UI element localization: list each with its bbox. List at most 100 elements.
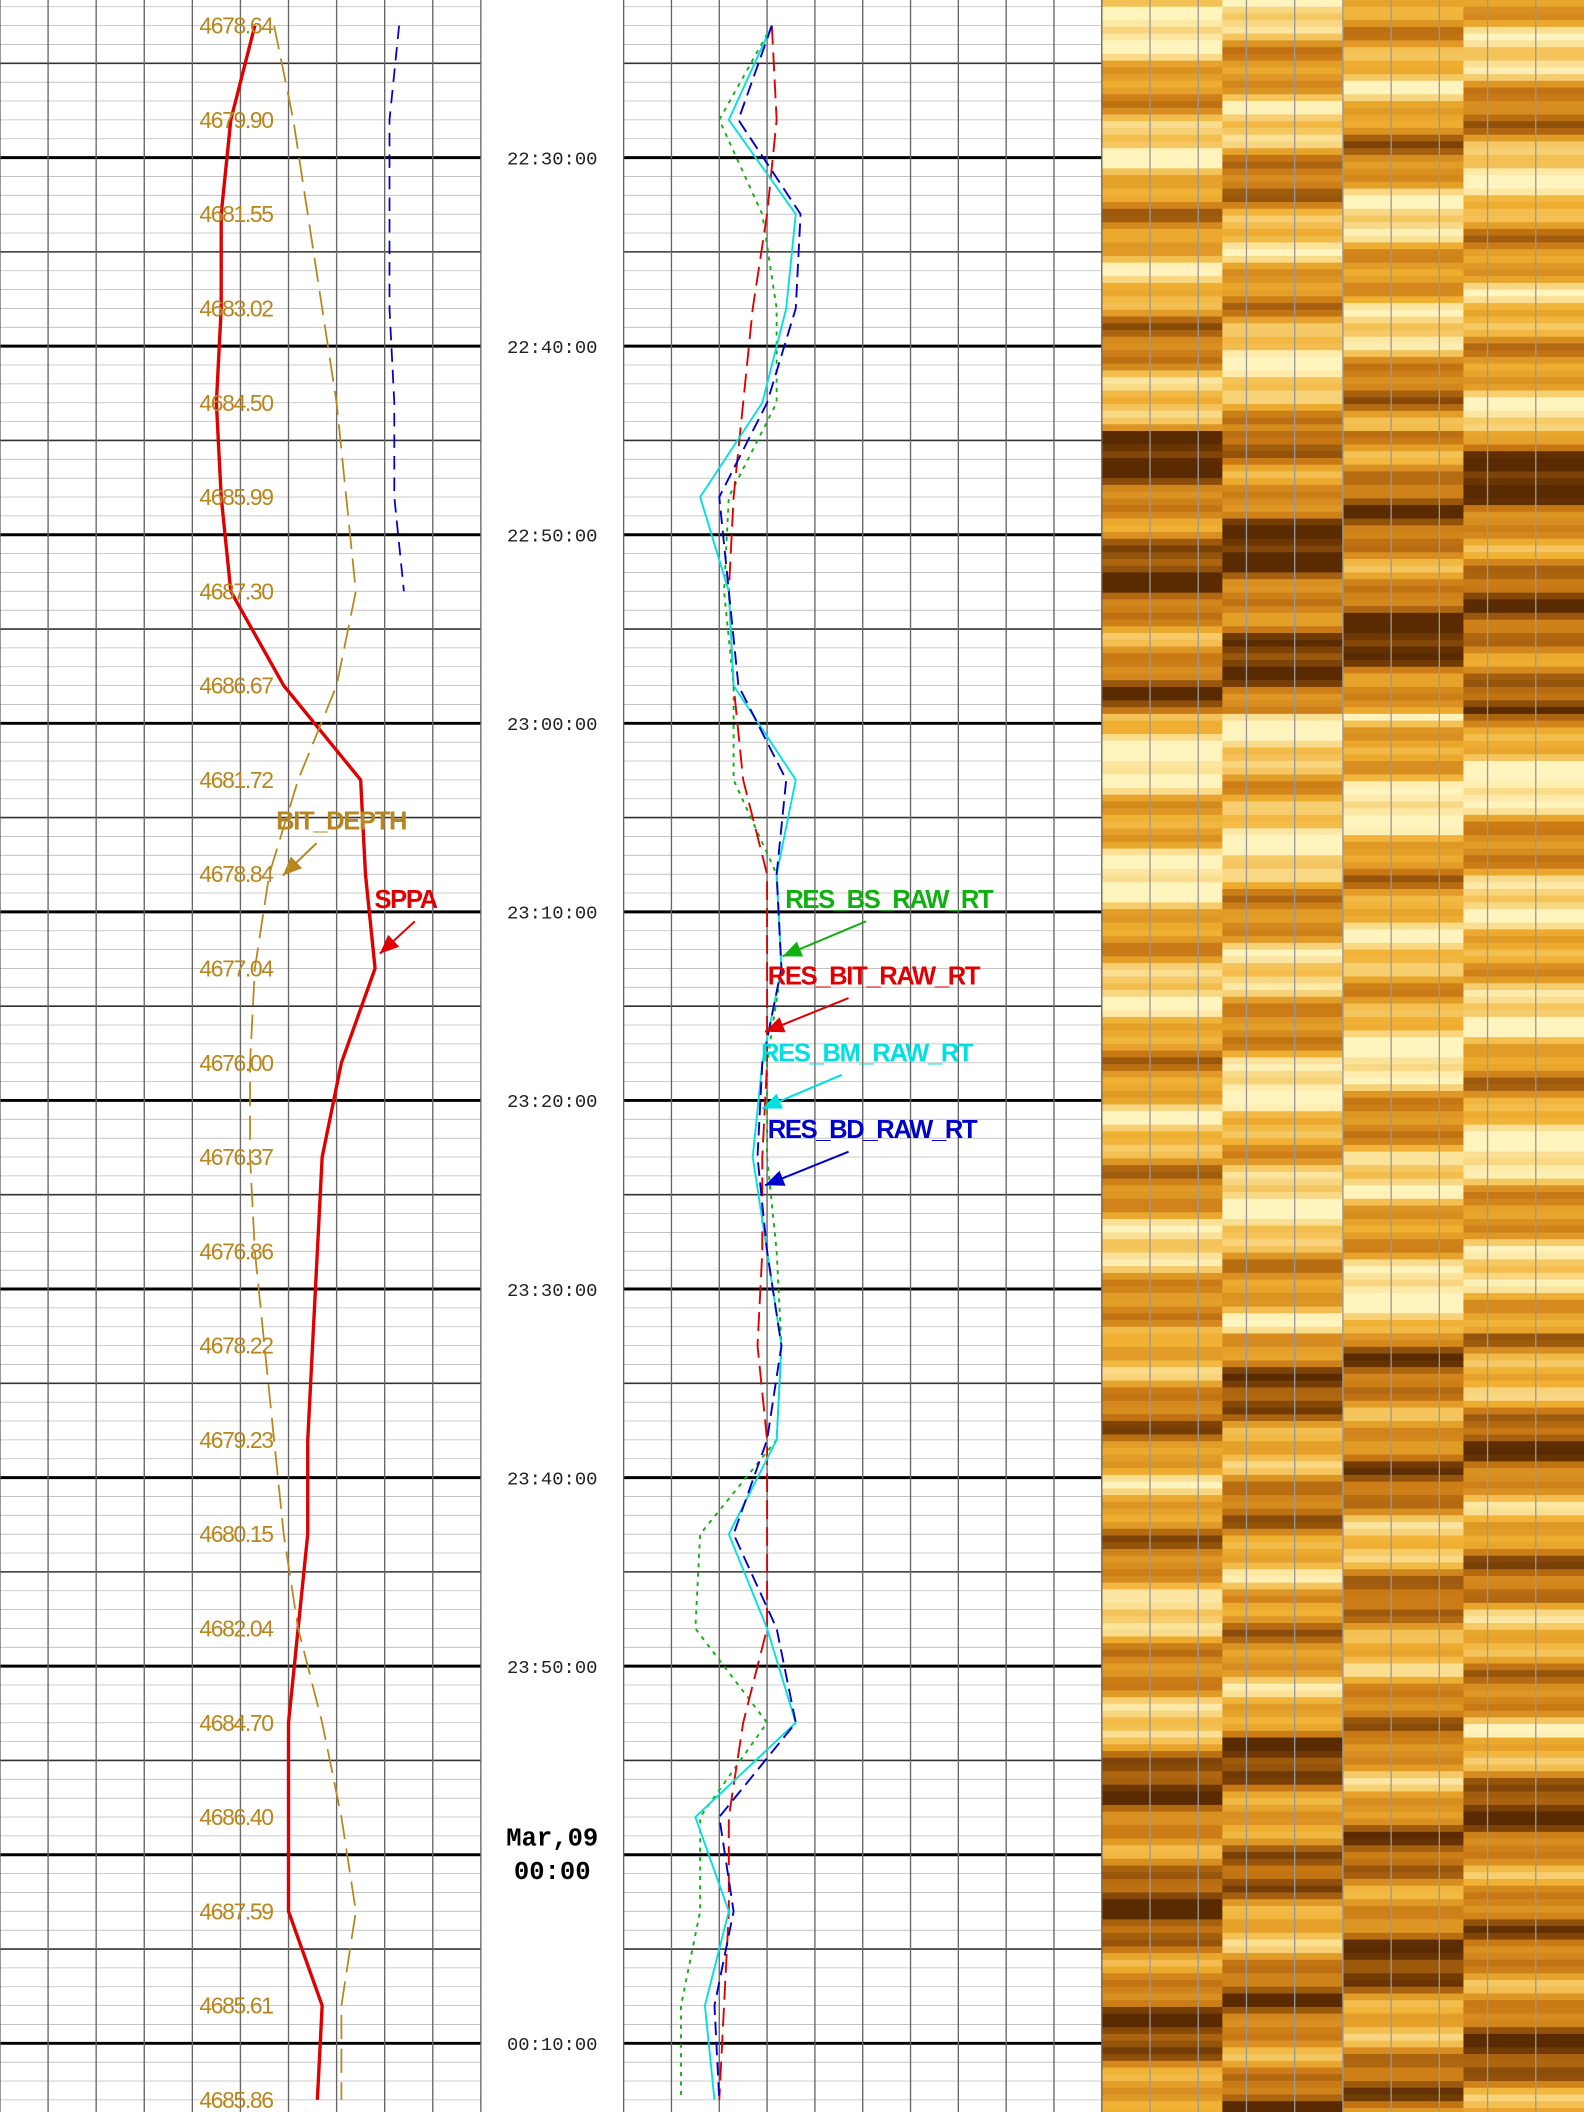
arrow-head bbox=[282, 856, 303, 876]
image-band bbox=[1101, 1953, 1224, 1961]
image-band bbox=[1222, 1279, 1344, 1287]
image-band bbox=[1222, 922, 1344, 931]
image-band bbox=[1101, 1623, 1224, 1631]
image-band bbox=[1101, 1562, 1224, 1570]
image-band bbox=[1222, 882, 1344, 890]
image-band bbox=[1342, 363, 1465, 372]
image-band bbox=[1342, 1138, 1465, 1146]
image-band bbox=[1101, 814, 1224, 823]
image-band bbox=[1222, 727, 1344, 735]
image-band bbox=[1463, 1575, 1584, 1584]
image-band bbox=[1342, 1212, 1465, 1220]
image-band bbox=[1342, 1117, 1465, 1126]
image-band bbox=[1342, 1650, 1465, 1658]
image-band bbox=[1101, 1912, 1224, 1921]
image-band bbox=[1101, 2087, 1224, 2096]
image-band bbox=[1101, 1986, 1224, 1995]
image-band bbox=[1342, 1266, 1465, 1274]
image-band bbox=[1222, 1804, 1344, 1813]
image-band bbox=[1463, 1495, 1584, 1503]
image-band bbox=[1463, 1683, 1584, 1692]
image-band bbox=[1463, 404, 1584, 412]
image-band bbox=[1463, 1165, 1584, 1173]
image-band bbox=[1463, 1266, 1584, 1274]
image-band bbox=[1101, 0, 1224, 8]
image-band bbox=[1222, 1542, 1344, 1550]
image-band bbox=[1101, 215, 1224, 223]
image-band bbox=[1222, 2047, 1344, 2055]
image-band bbox=[1222, 40, 1344, 48]
image-band bbox=[1222, 1037, 1344, 1045]
image-band bbox=[1342, 794, 1465, 803]
image-band bbox=[1222, 1791, 1344, 1799]
image-band bbox=[1463, 1427, 1584, 1436]
image-band bbox=[1463, 592, 1584, 601]
image-band bbox=[1222, 1218, 1344, 1227]
image-band bbox=[1342, 2000, 1465, 2008]
image-band bbox=[1222, 592, 1344, 601]
image-band bbox=[1222, 215, 1344, 223]
image-band bbox=[1342, 296, 1465, 304]
image-band bbox=[1463, 619, 1584, 627]
image-band bbox=[1342, 13, 1465, 21]
image-band bbox=[1342, 1232, 1465, 1240]
image-band bbox=[1101, 67, 1224, 75]
image-band bbox=[1463, 134, 1584, 143]
image-band bbox=[1463, 47, 1584, 55]
image-band bbox=[1222, 1623, 1344, 1631]
image-band bbox=[1101, 1212, 1224, 1220]
image-band bbox=[1463, 1629, 1584, 1638]
image-band bbox=[1342, 1387, 1465, 1395]
image-band bbox=[1222, 1198, 1344, 1207]
image-band bbox=[1342, 208, 1465, 217]
image-band bbox=[1101, 781, 1224, 789]
image-band bbox=[1463, 1218, 1584, 1227]
image-band bbox=[1342, 1016, 1465, 1025]
image-band bbox=[1101, 734, 1224, 742]
image-band bbox=[1463, 1535, 1584, 1543]
image-band bbox=[1342, 558, 1465, 567]
image-band bbox=[1463, 1050, 1584, 1059]
image-band bbox=[1101, 2006, 1224, 2015]
image-band bbox=[1222, 633, 1344, 641]
image-band bbox=[1463, 1501, 1584, 1510]
image-band bbox=[1101, 1764, 1224, 1772]
image-band bbox=[1101, 181, 1224, 190]
image-band bbox=[1222, 383, 1344, 392]
image-band bbox=[1101, 1340, 1224, 1348]
image-band bbox=[1342, 599, 1465, 607]
image-band bbox=[1222, 2060, 1344, 2069]
time-label: 00:00 bbox=[514, 1858, 591, 1887]
image-band bbox=[1342, 397, 1465, 405]
image-band bbox=[1342, 282, 1465, 291]
image-band bbox=[1101, 1259, 1224, 1267]
image-band bbox=[1342, 1131, 1465, 1139]
image-band bbox=[1222, 976, 1344, 984]
image-band bbox=[1342, 235, 1465, 244]
image-band bbox=[1463, 1966, 1584, 1974]
image-band bbox=[1101, 1515, 1224, 1523]
image-band bbox=[1101, 983, 1224, 991]
image-band bbox=[1222, 1165, 1344, 1173]
image-band bbox=[1342, 262, 1465, 271]
image-band bbox=[1101, 1299, 1224, 1308]
image-band bbox=[1222, 2101, 1344, 2109]
image-band bbox=[1222, 1353, 1344, 1362]
image-band bbox=[1101, 262, 1224, 271]
image-band bbox=[1463, 2107, 1584, 2112]
grid bbox=[0, 0, 1103, 2112]
image-band bbox=[1101, 653, 1224, 661]
image-band bbox=[1463, 1798, 1584, 1806]
image-band bbox=[1101, 2013, 1224, 2022]
image-band bbox=[1222, 1454, 1344, 1463]
image-band bbox=[1101, 303, 1224, 311]
image-band bbox=[1222, 1703, 1344, 1712]
image-band bbox=[1222, 740, 1344, 749]
image-band bbox=[1101, 1959, 1224, 1968]
image-band bbox=[1101, 1777, 1224, 1786]
image-band bbox=[1342, 855, 1465, 863]
image-band bbox=[1222, 397, 1344, 405]
image-band bbox=[1463, 942, 1584, 951]
image-band bbox=[1463, 2047, 1584, 2055]
image-band bbox=[1463, 1394, 1584, 1402]
